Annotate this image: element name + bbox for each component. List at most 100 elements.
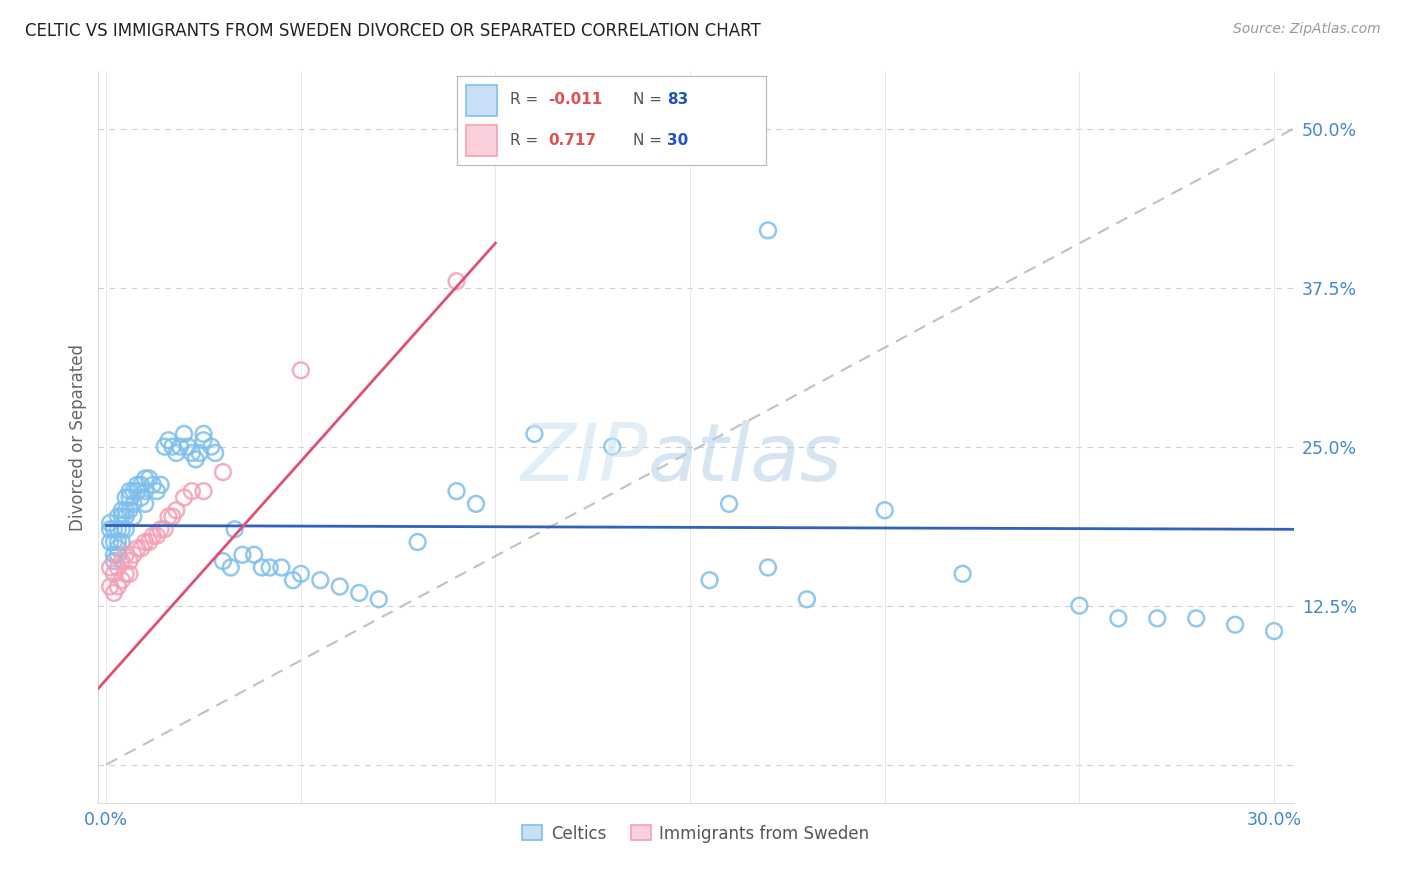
Text: 30: 30 <box>668 133 689 147</box>
Point <box>699 573 721 587</box>
Point <box>122 509 145 524</box>
Point <box>142 529 165 543</box>
Point <box>796 592 818 607</box>
Point <box>165 503 187 517</box>
Point <box>952 566 974 581</box>
Point <box>127 484 149 499</box>
Point <box>98 535 121 549</box>
Point <box>600 440 623 454</box>
Point <box>107 522 129 536</box>
Point <box>200 440 222 454</box>
Point <box>367 592 389 607</box>
Text: Source: ZipAtlas.com: Source: ZipAtlas.com <box>1233 22 1381 37</box>
Point <box>107 580 129 594</box>
Point <box>107 535 129 549</box>
Point <box>231 548 253 562</box>
Point <box>243 548 266 562</box>
Point <box>157 434 180 448</box>
Point <box>173 491 195 505</box>
Point <box>1107 611 1129 625</box>
Point <box>162 440 184 454</box>
Point <box>129 491 152 505</box>
Text: CELTIC VS IMMIGRANTS FROM SWEDEN DIVORCED OR SEPARATED CORRELATION CHART: CELTIC VS IMMIGRANTS FROM SWEDEN DIVORCE… <box>25 22 761 40</box>
Point <box>1223 617 1246 632</box>
Point <box>153 522 176 536</box>
Point <box>114 503 136 517</box>
Point <box>329 580 352 594</box>
Point <box>1185 611 1208 625</box>
Point <box>1263 624 1285 638</box>
Point <box>111 573 134 587</box>
Point <box>134 497 156 511</box>
Point <box>193 426 215 441</box>
Point <box>114 522 136 536</box>
Point <box>153 440 176 454</box>
Point <box>193 484 215 499</box>
Point <box>177 440 200 454</box>
Point <box>718 497 741 511</box>
Point <box>107 560 129 574</box>
Point <box>193 434 215 448</box>
Point <box>250 560 273 574</box>
Point <box>122 484 145 499</box>
Point <box>129 541 152 556</box>
Point <box>103 566 125 581</box>
Point <box>180 484 202 499</box>
Point <box>180 446 202 460</box>
Point <box>114 509 136 524</box>
Point <box>114 566 136 581</box>
Point <box>111 535 134 549</box>
Point <box>118 484 141 499</box>
Point <box>134 484 156 499</box>
Point <box>188 446 211 460</box>
Point <box>142 477 165 491</box>
Point <box>127 477 149 491</box>
Point <box>122 497 145 511</box>
Point <box>173 426 195 441</box>
Text: N =: N = <box>633 133 666 147</box>
Point <box>149 522 172 536</box>
Point <box>465 497 488 511</box>
Point <box>406 535 429 549</box>
Point <box>111 509 134 524</box>
Point <box>118 554 141 568</box>
Point <box>259 560 281 574</box>
Point <box>212 554 235 568</box>
Point <box>111 522 134 536</box>
Point <box>349 586 371 600</box>
Point <box>98 522 121 536</box>
Point <box>114 491 136 505</box>
Point <box>118 503 141 517</box>
Point <box>103 586 125 600</box>
Point <box>114 548 136 562</box>
Text: atlas: atlas <box>648 420 844 498</box>
Point <box>270 560 292 574</box>
Point <box>290 363 312 377</box>
Point <box>103 554 125 568</box>
Point <box>134 471 156 485</box>
Point <box>756 560 779 574</box>
Point <box>98 516 121 530</box>
Text: 0.717: 0.717 <box>548 133 596 147</box>
Point <box>281 573 304 587</box>
Point <box>873 503 896 517</box>
Point <box>212 465 235 479</box>
Point <box>756 223 779 237</box>
Point <box>1069 599 1091 613</box>
Point <box>219 560 242 574</box>
Point <box>146 529 169 543</box>
Point <box>107 509 129 524</box>
Point <box>309 573 332 587</box>
Point <box>103 535 125 549</box>
Point <box>165 446 187 460</box>
Point <box>149 477 172 491</box>
Point <box>118 491 141 505</box>
Point <box>122 548 145 562</box>
Text: -0.011: -0.011 <box>548 93 602 107</box>
Point <box>157 509 180 524</box>
Y-axis label: Divorced or Separated: Divorced or Separated <box>69 343 87 531</box>
Point <box>184 452 207 467</box>
Bar <box>467 125 498 156</box>
Point <box>111 503 134 517</box>
Point <box>107 548 129 562</box>
